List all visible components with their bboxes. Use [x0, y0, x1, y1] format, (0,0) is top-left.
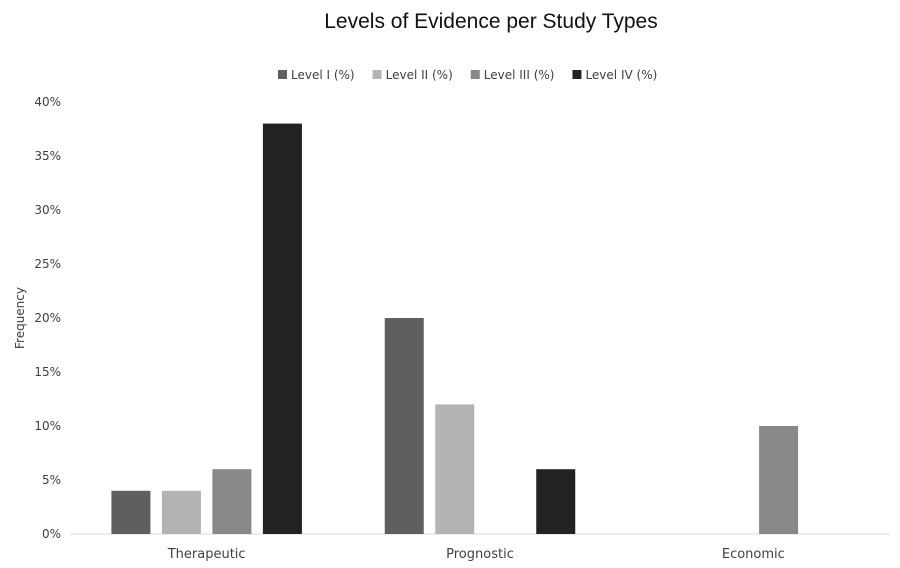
bar-prognostic-0 — [384, 318, 424, 534]
legend: Level I (%) Level II (%) Level III (%) Leve… — [278, 68, 657, 82]
x-category-label: Prognostic — [446, 547, 514, 562]
bar-prognostic-3 — [536, 469, 576, 534]
legend-swatch — [572, 70, 582, 79]
y-tick-label: 25% — [34, 257, 61, 271]
y-tick-label: 40% — [34, 95, 61, 109]
bar-therapeutic-0 — [111, 490, 151, 534]
bar-prognostic-1 — [435, 404, 475, 534]
chart-title: Levels of Evidence per Study Types — [324, 10, 657, 33]
bar-therapeutic-2 — [212, 469, 252, 534]
x-category-label: Economic — [722, 547, 785, 562]
y-tick-label: 5% — [42, 473, 61, 487]
y-tick-label: 20% — [34, 311, 61, 325]
y-axis: 0% 5% 10% 15% 20% 25% 30% 35% 40% — [34, 95, 61, 541]
bar-therapeutic-1 — [161, 490, 201, 534]
y-tick-label: 35% — [34, 149, 61, 163]
legend-swatch — [278, 70, 287, 79]
bars — [111, 123, 799, 534]
y-tick-label: 30% — [34, 203, 61, 217]
legend-label: Level I (%) — [291, 68, 355, 82]
bar-economic-2 — [759, 426, 799, 534]
x-axis: Therapeutic Prognostic Economic — [167, 547, 785, 562]
legend-swatch — [470, 70, 480, 79]
legend-label: Level III (%) — [484, 68, 555, 82]
legend-label: Level II (%) — [386, 68, 453, 82]
legend-swatch — [372, 70, 382, 79]
y-tick-label: 0% — [42, 527, 61, 541]
bar-therapeutic-3 — [262, 123, 302, 534]
y-tick-label: 10% — [34, 419, 61, 433]
x-category-label: Therapeutic — [167, 547, 246, 562]
y-axis-label: Frequency — [13, 287, 27, 349]
legend-label: Level IV (%) — [585, 68, 657, 82]
y-tick-label: 15% — [34, 365, 61, 379]
